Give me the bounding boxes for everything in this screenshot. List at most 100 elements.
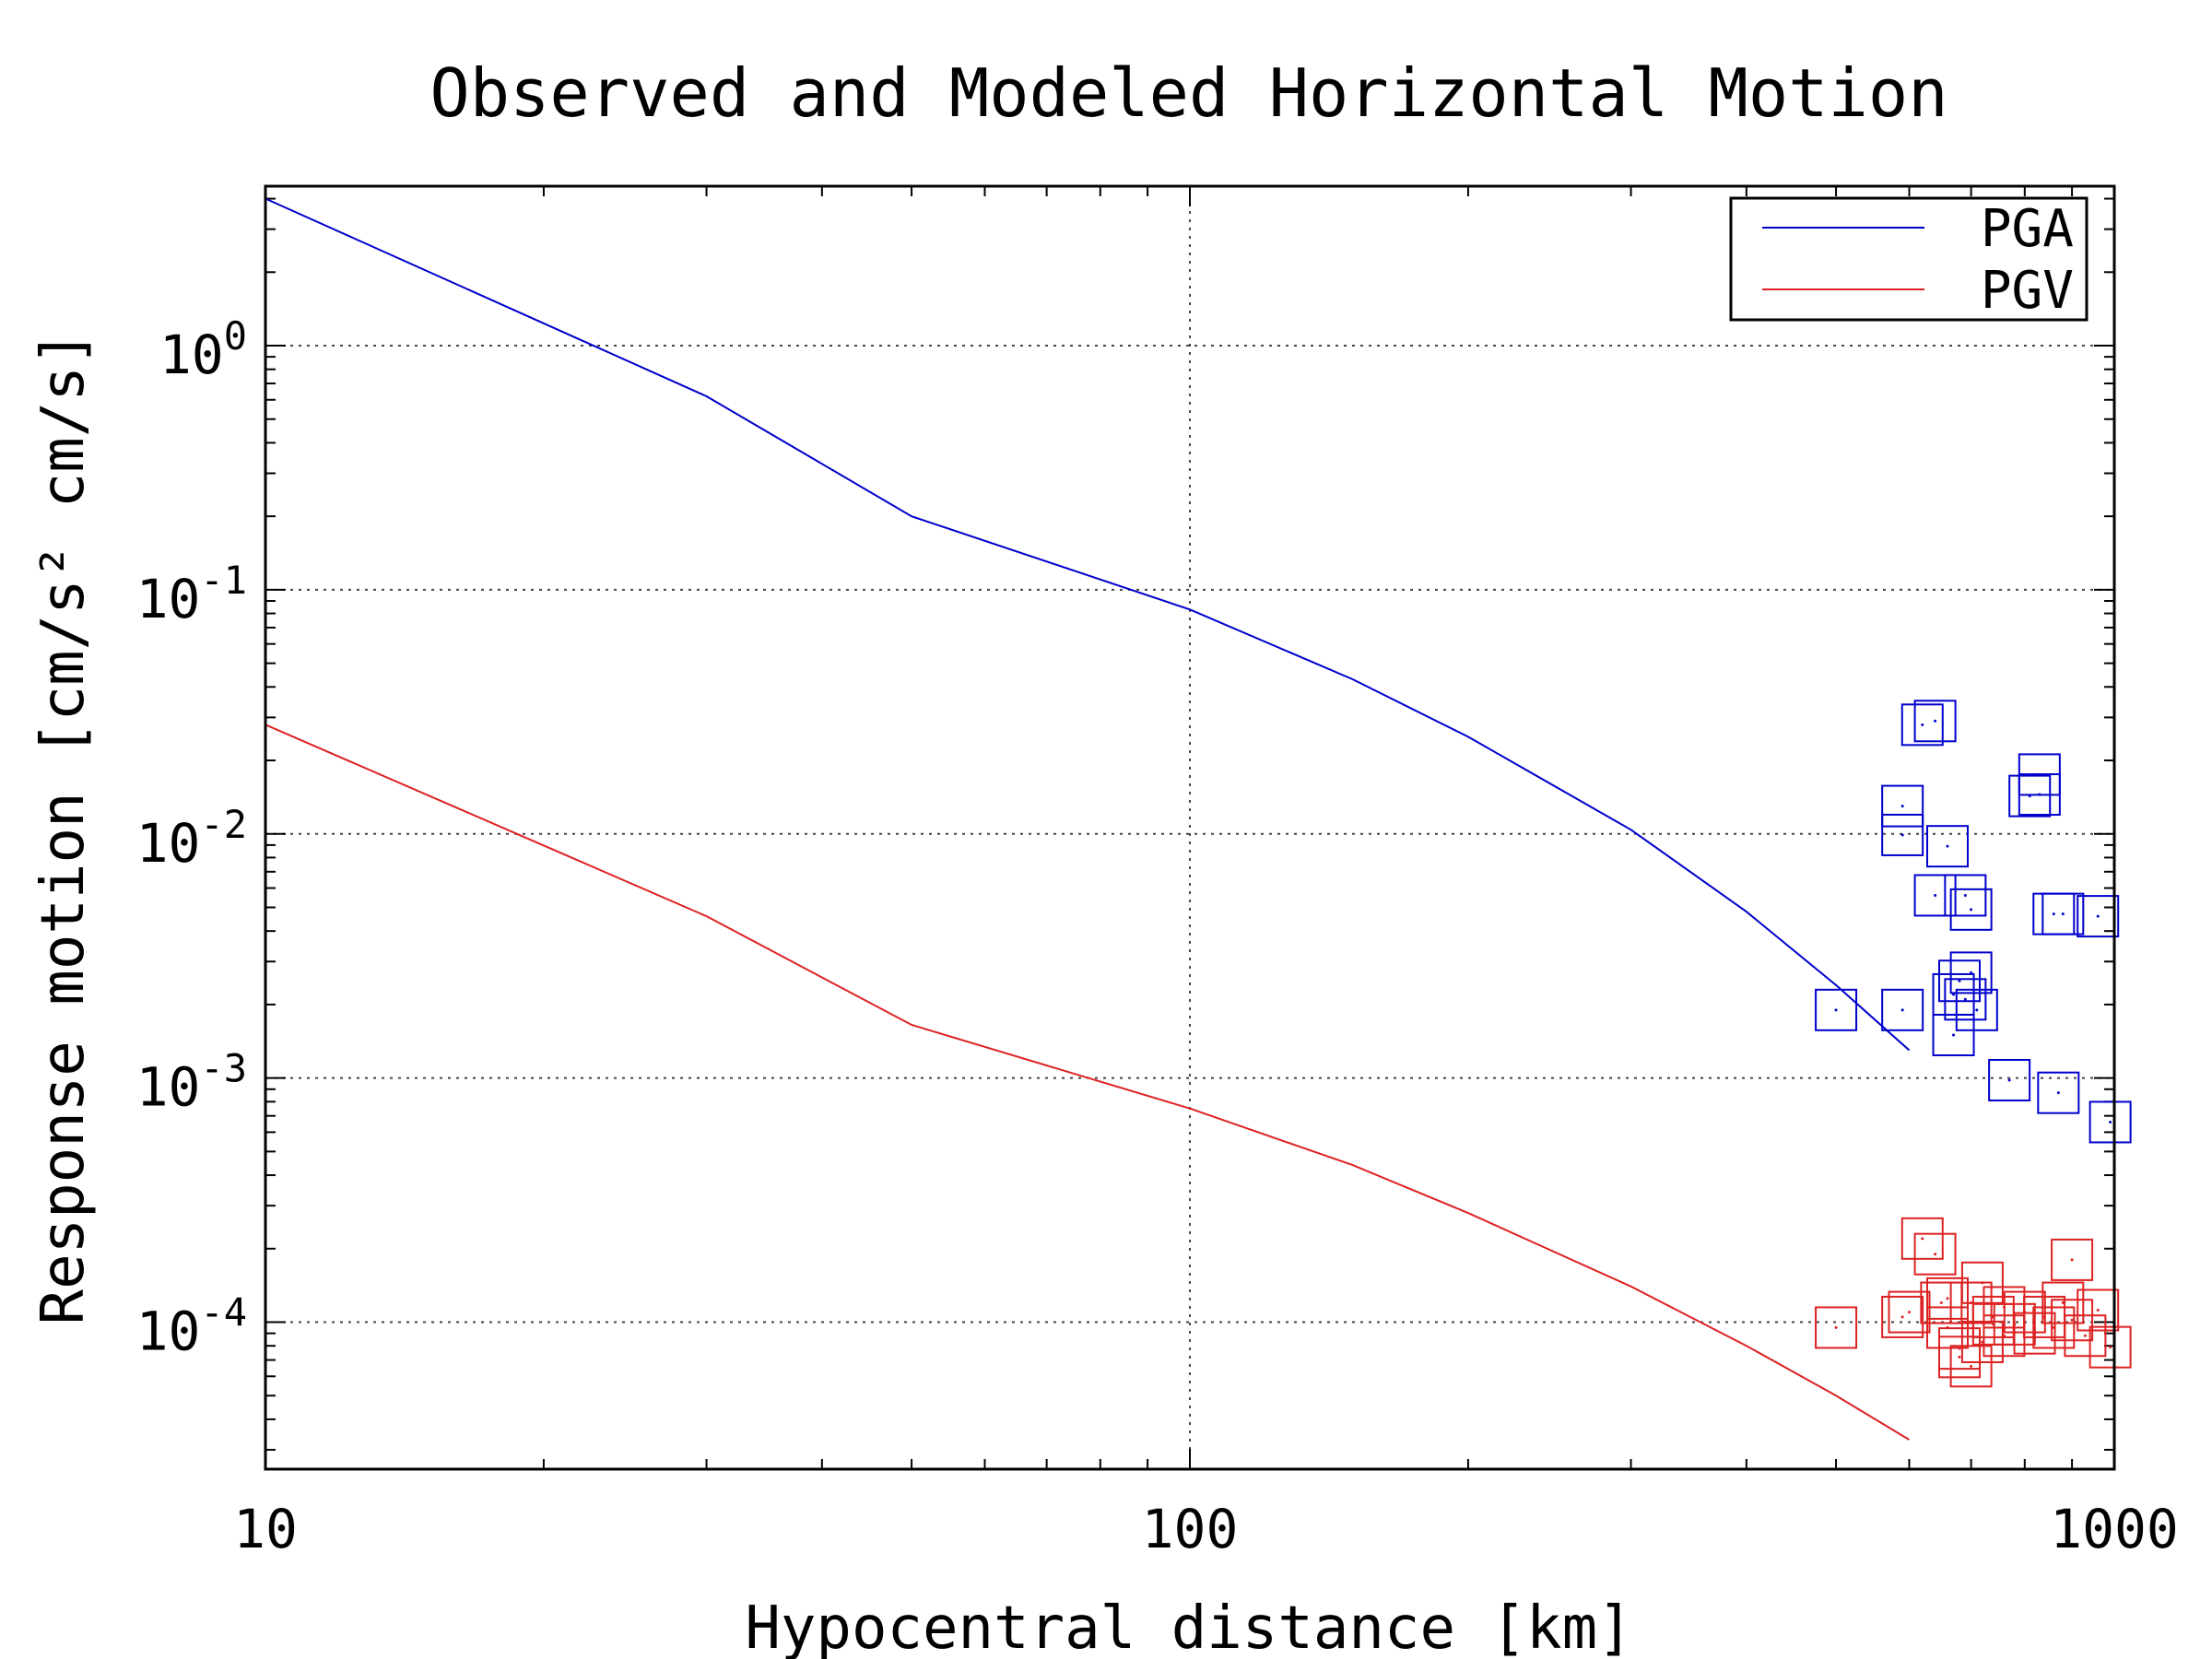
observed-point-pga [1988, 1058, 2031, 1101]
observed-point-pgv [1900, 1217, 1944, 1260]
legend-box [1729, 196, 2088, 322]
observed-point-pgv [2051, 1299, 2094, 1342]
observed-point-center-pga [2007, 1078, 2011, 1082]
observed-point-pgv [1960, 1320, 2004, 1363]
observed-point-center-pga [1970, 908, 1973, 912]
observed-point-center-pga [1970, 971, 1973, 974]
observed-point-pgv [1815, 1306, 1858, 1349]
observed-point-pga [1881, 813, 1924, 856]
observed-point-center-pgv [1921, 1237, 1924, 1241]
observed-point-center-pgv [2070, 1258, 2074, 1262]
observed-point-center-pgv [1958, 1355, 1961, 1359]
observed-point-pgv [2088, 1325, 2132, 1369]
observed-point-pga [2088, 1100, 2132, 1144]
observed-point-center-pga [1900, 1008, 1904, 1012]
observed-point-center-pgv [2109, 1346, 2112, 1349]
observed-point-center-pga [2061, 912, 2065, 916]
series-line-pgv [265, 724, 1911, 1441]
observed-point-center-pgv [1981, 1281, 1984, 1285]
observed-point-pga [1955, 988, 1998, 1031]
x-tick-label: 100 [1142, 1498, 1239, 1560]
observed-point-pgv [1960, 1261, 2004, 1304]
observed-point-pga [1900, 703, 1944, 747]
observed-point-pgv [1926, 1277, 1970, 1320]
legend-label-pga: PGA [1981, 199, 2074, 259]
observed-point-center-pgv [2070, 1318, 2074, 1322]
observed-point-pgv [1888, 1290, 1931, 1334]
observed-point-center-pga [2052, 912, 2055, 916]
observed-point-center-pgv [1981, 1340, 1984, 1344]
observed-point-center-pga [1958, 979, 1961, 982]
observed-point-pga [1926, 825, 1970, 868]
x-tick-label: 1000 [2050, 1498, 2179, 1560]
y-tick-label: 10-2 [136, 802, 247, 875]
series-line-pga [265, 197, 1911, 1052]
observed-point-center-pgv [1946, 1297, 1949, 1300]
observed-point-center-pgv [1970, 1364, 1973, 1368]
observed-point-pga [1944, 874, 1987, 917]
observed-point-pgv [1881, 1295, 1924, 1338]
observed-point-center-pga [2096, 914, 2100, 918]
observed-point-pgv [2032, 1306, 2076, 1349]
observed-point-pga [2037, 1071, 2080, 1114]
observed-point-center-pga [1934, 719, 1937, 723]
observed-point-pgv [2041, 1281, 2085, 1324]
observed-point-center-pga [2056, 1091, 2060, 1095]
observed-point-center-pgv [1939, 1301, 1943, 1305]
observed-point-pga [2041, 892, 2085, 935]
observed-point-center-pga [1975, 1008, 1979, 1012]
observed-point-center-pgv [1934, 1253, 1937, 1256]
observed-point-pgv [1983, 1286, 2026, 1329]
observed-point-pgv [2051, 1238, 2094, 1281]
observed-point-center-pga [1963, 893, 1967, 897]
observed-point-pgv [1949, 1345, 1993, 1388]
observed-point-pga [2008, 774, 2052, 818]
observed-point-pga [1949, 888, 1993, 931]
chart-title: Observed and Modeled Horizontal Motion [429, 54, 1947, 132]
observed-point-pgv [1938, 1335, 1982, 1379]
observed-point-pga [1881, 988, 1924, 1031]
observed-point-pga [2077, 895, 2120, 938]
grid-layer [265, 186, 2114, 1469]
observed-point-center-pga [1946, 844, 1949, 848]
observed-point-center-pgv [1900, 1315, 1904, 1319]
series-layer [265, 197, 2132, 1441]
observed-point-center-pgv [2052, 1325, 2055, 1329]
observed-point-pga [1944, 978, 1987, 1021]
observed-point-pgv [1913, 1232, 1957, 1276]
observed-point-center-pgv [2083, 1334, 2087, 1337]
observed-point-center-pgv [1958, 1347, 1961, 1350]
observed-point-center-pga [1921, 723, 1924, 726]
observed-point-pgv [2077, 1288, 2120, 1332]
observed-point-center-pga [1952, 1033, 1956, 1037]
plot-frame [264, 184, 2116, 1471]
observed-point-pga [1815, 988, 1858, 1031]
observed-point-center-pgv [1992, 1323, 1995, 1326]
observed-point-center-pgv [1834, 1325, 1838, 1329]
observed-point-pga [1913, 700, 1957, 743]
x-axis-label: Hypocentral distance [km] [745, 1594, 1632, 1659]
observed-point-center-pga [1934, 893, 1937, 897]
y-tick-label: 10-3 [136, 1046, 247, 1119]
legend: PGA PGV [1729, 196, 2088, 322]
observed-point-center-pga [2109, 1120, 2112, 1124]
observed-point-pgv [2064, 1314, 2107, 1358]
observed-point-center-pga [1900, 833, 1904, 837]
observed-point-center-pga [1963, 997, 1967, 1001]
observed-point-center-pgv [2002, 1305, 2006, 1309]
observed-point-center-pgv [2096, 1308, 2100, 1312]
y-tick-label: 10-4 [136, 1290, 247, 1363]
observed-point-pga [1881, 784, 1924, 828]
observed-point-center-pga [1900, 805, 1904, 808]
observed-point-pga [1949, 951, 1993, 994]
y-axis-label: Response motion [cm/s² cm/s] [29, 331, 98, 1325]
y-tick-label: 10-1 [136, 558, 247, 630]
observed-point-pga [1938, 959, 1982, 1003]
y-tick-label: 100 [159, 313, 247, 386]
observed-point-center-pga [2038, 793, 2041, 796]
observed-point-pga [2018, 773, 2061, 817]
observed-point-center-pgv [2061, 1301, 2065, 1305]
observed-point-center-pgv [1907, 1311, 1911, 1314]
observed-point-pga [1932, 1014, 1975, 1057]
